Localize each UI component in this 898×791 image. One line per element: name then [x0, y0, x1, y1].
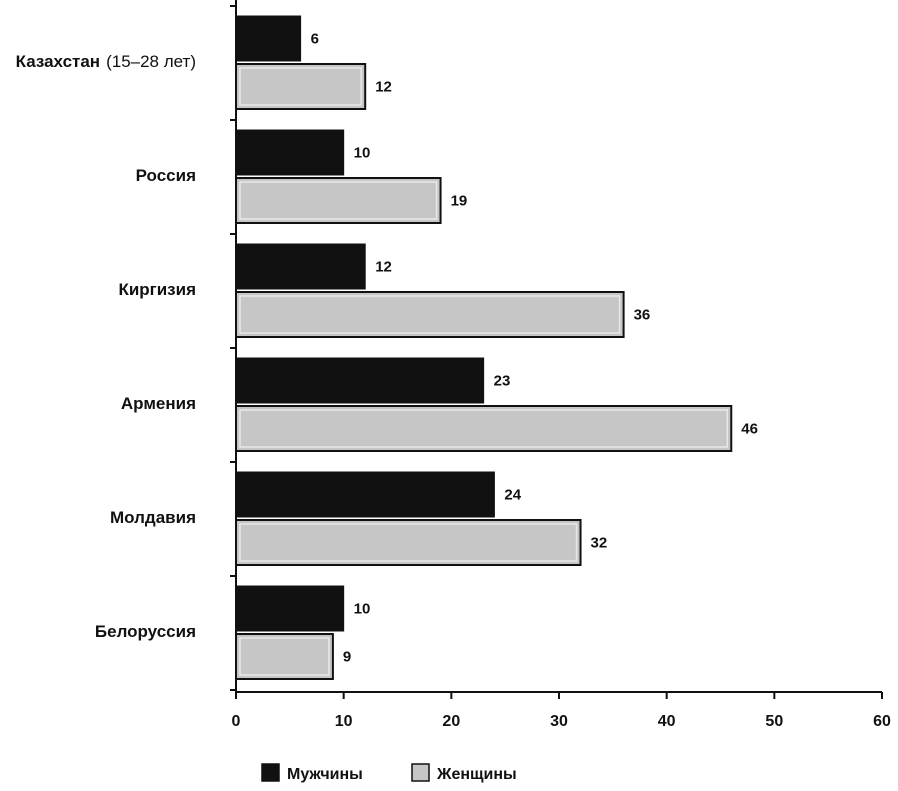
x-tick-label-0: 0 — [232, 713, 241, 730]
x-tick-label-20: 20 — [442, 713, 460, 730]
value-label-women-cat-4: 46 — [741, 421, 758, 438]
category-label-cat-5: Молдавия — [110, 508, 196, 527]
legend-label-men: Мужчины — [287, 766, 363, 783]
category-note: (15–28 лет) — [106, 52, 196, 71]
x-tick-label-30: 30 — [550, 713, 568, 730]
bar-inner-frame-cat-3 — [239, 295, 621, 334]
value-label-men-cat-6: 10 — [354, 601, 371, 618]
category-name: Киргизия — [118, 280, 196, 299]
value-label-men-cat-3: 12 — [375, 259, 392, 276]
value-label-men-cat-5: 24 — [504, 487, 521, 504]
bar-women-cat-4 — [235, 405, 733, 452]
legend-label-women: Женщины — [436, 766, 517, 783]
x-tick-label-60: 60 — [873, 713, 891, 730]
category-name: Молдавия — [110, 508, 196, 527]
category-name: Россия — [136, 166, 196, 185]
bar-men-cat-6 — [235, 585, 345, 632]
category-label-cat-2: Россия — [136, 166, 196, 185]
category-name: Белоруссия — [95, 622, 196, 641]
value-label-women-cat-5: 32 — [591, 535, 608, 552]
category-label-cat-3: Киргизия — [118, 280, 196, 299]
category-name: Армения — [121, 394, 196, 413]
category-label-cat-6: Белоруссия — [95, 622, 196, 641]
category-name: Казахстан — [16, 52, 100, 71]
bar-men-cat-3 — [235, 243, 366, 290]
value-label-women-cat-2: 19 — [451, 193, 468, 210]
value-label-men-cat-2: 10 — [354, 145, 371, 162]
category-label-cat-1: Казахстан (15–28 лет) — [16, 52, 196, 71]
bar-men-cat-4 — [235, 357, 485, 404]
bar-men-cat-1 — [235, 15, 302, 62]
legend-swatch-women — [411, 763, 430, 782]
labels-layer: 6 12 Казахстан (15–28 лет) 10 19 Россия 12 36 Кир… — [16, 31, 758, 666]
legend: Мужчины Женщины — [261, 763, 517, 783]
value-label-men-cat-4: 23 — [494, 373, 511, 390]
bar-men-cat-5 — [235, 471, 495, 518]
bar-women-cat-1 — [235, 63, 367, 110]
bar-inner-frame-cat-6 — [239, 637, 330, 676]
bar-women-cat-2 — [235, 177, 442, 224]
x-tick-label-50: 50 — [765, 713, 783, 730]
value-label-women-cat-1: 12 — [375, 79, 392, 96]
bar-men-cat-2 — [235, 129, 345, 176]
category-label-cat-4: Армения — [121, 394, 196, 413]
bar-inner-frame-cat-1 — [239, 67, 362, 106]
value-label-women-cat-6: 9 — [343, 649, 351, 666]
bar-inner-frame-cat-5 — [239, 523, 578, 562]
bar-women-cat-5 — [235, 519, 582, 566]
bars-layer — [235, 15, 733, 680]
x-tick-label-10: 10 — [335, 713, 353, 730]
bar-inner-frame-cat-2 — [239, 181, 438, 220]
bar-inner-frame-cat-4 — [239, 409, 729, 448]
x-tick-label-40: 40 — [658, 713, 676, 730]
value-label-men-cat-1: 6 — [311, 31, 319, 48]
value-label-women-cat-3: 36 — [634, 307, 651, 324]
bar-women-cat-6 — [235, 633, 334, 680]
legend-swatch-men — [261, 763, 280, 782]
bar-women-cat-3 — [235, 291, 625, 338]
axes: 0 10 20 30 40 50 60 — [230, 0, 891, 730]
